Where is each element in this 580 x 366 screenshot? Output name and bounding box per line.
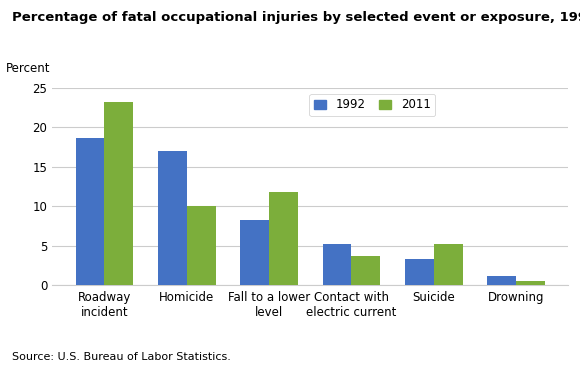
Bar: [104, 102, 133, 285]
Bar: [351, 256, 380, 285]
Bar: [158, 151, 187, 285]
Bar: [405, 259, 434, 285]
Bar: [487, 276, 516, 285]
Bar: [516, 281, 545, 285]
Text: Percent: Percent: [6, 62, 50, 75]
Bar: [240, 220, 269, 285]
Bar: [434, 244, 463, 285]
Bar: [322, 244, 351, 285]
Bar: [269, 192, 298, 285]
Text: Source: U.S. Bureau of Labor Statistics.: Source: U.S. Bureau of Labor Statistics.: [12, 352, 230, 362]
Bar: [75, 138, 104, 285]
Text: Percentage of fatal occupational injuries by selected event or exposure, 1992 an: Percentage of fatal occupational injurie…: [12, 11, 580, 24]
Bar: [187, 206, 216, 285]
Legend: 1992, 2011: 1992, 2011: [309, 94, 435, 116]
